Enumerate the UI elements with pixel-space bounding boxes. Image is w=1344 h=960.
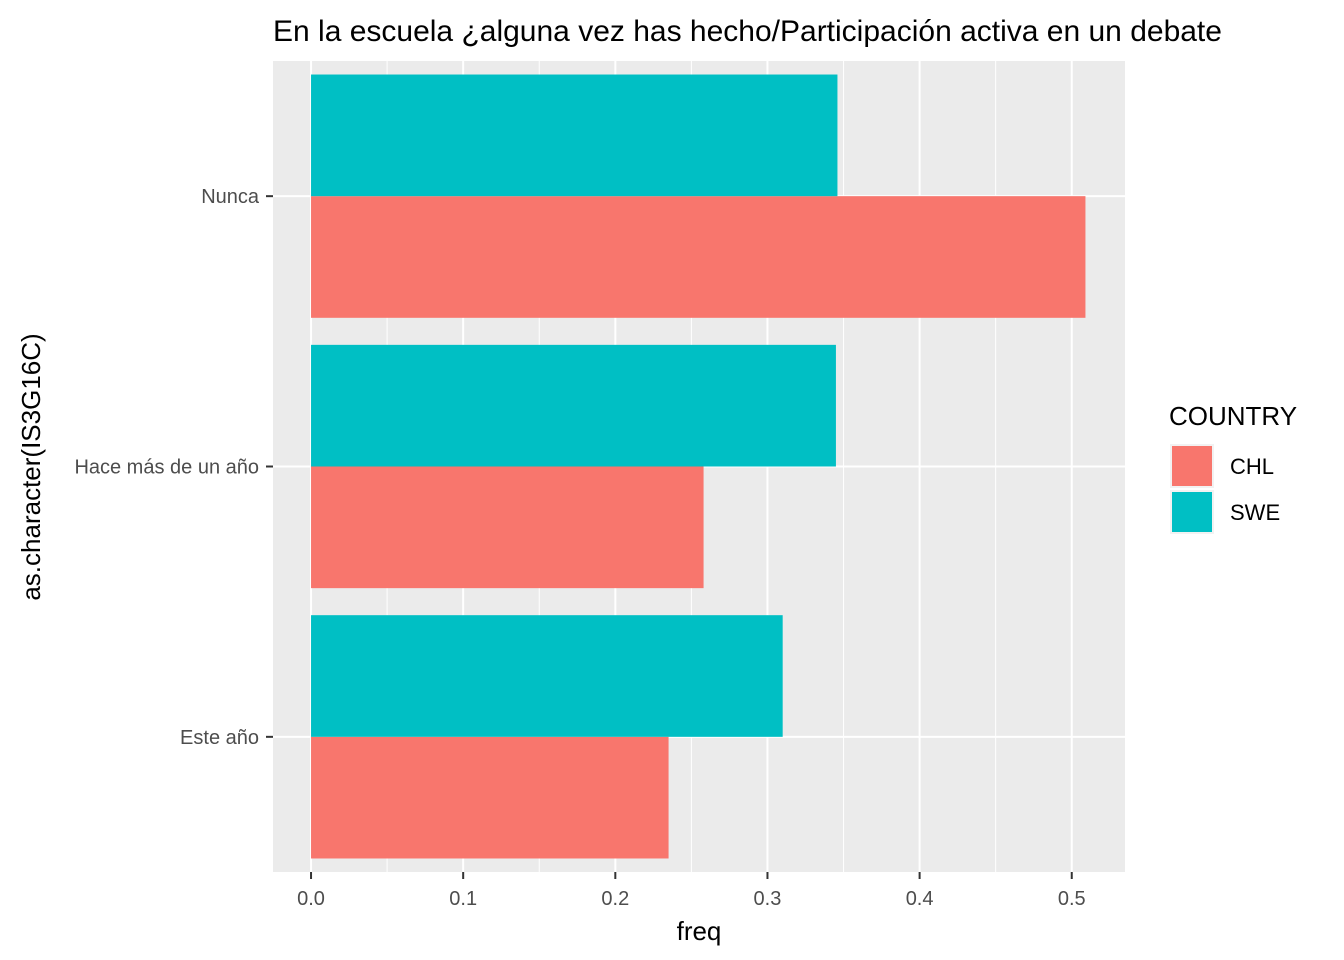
- legend-items: CHL SWE: [1170, 444, 1280, 534]
- x-tick-label: 0.5: [1058, 888, 1086, 910]
- x-tick-label: 0.4: [906, 888, 934, 910]
- chart-title: En la escuela ¿alguna vez has hecho/Part…: [273, 15, 1222, 48]
- bar-chl-1: [311, 196, 1086, 318]
- legend: COUNTRY CHL SWE: [1169, 401, 1297, 534]
- legend-title: COUNTRY: [1169, 401, 1297, 431]
- x-axis-title: freq: [677, 916, 722, 946]
- legend-key-chl: [1172, 446, 1212, 486]
- legend-label-swe: SWE: [1230, 500, 1280, 525]
- legend-label-chl: CHL: [1230, 454, 1274, 479]
- y-tick-label: Este año: [180, 727, 259, 749]
- bar-swe-2: [311, 344, 836, 467]
- bar-swe-1: [311, 74, 838, 197]
- x-tick-label: 0.0: [297, 888, 325, 910]
- y-axis: Nunca Hace más de un año Este año: [74, 186, 273, 749]
- y-axis-title: as.character(IS3G16C): [16, 333, 46, 600]
- bar-chl-2: [311, 466, 704, 589]
- x-tick-label: 0.2: [601, 888, 629, 910]
- x-tick-label: 0.1: [449, 888, 477, 910]
- bar-chl-3: [311, 736, 669, 859]
- x-axis: 0.0 0.1 0.2 0.3 0.4 0.5: [297, 872, 1086, 910]
- legend-key-swe: [1172, 492, 1212, 532]
- y-tick-label: Nunca: [201, 186, 260, 208]
- bar-swe-3: [311, 615, 783, 737]
- y-tick-label: Hace más de un año: [74, 457, 259, 479]
- x-tick-label: 0.3: [754, 888, 782, 910]
- bars-layer: [311, 74, 1086, 859]
